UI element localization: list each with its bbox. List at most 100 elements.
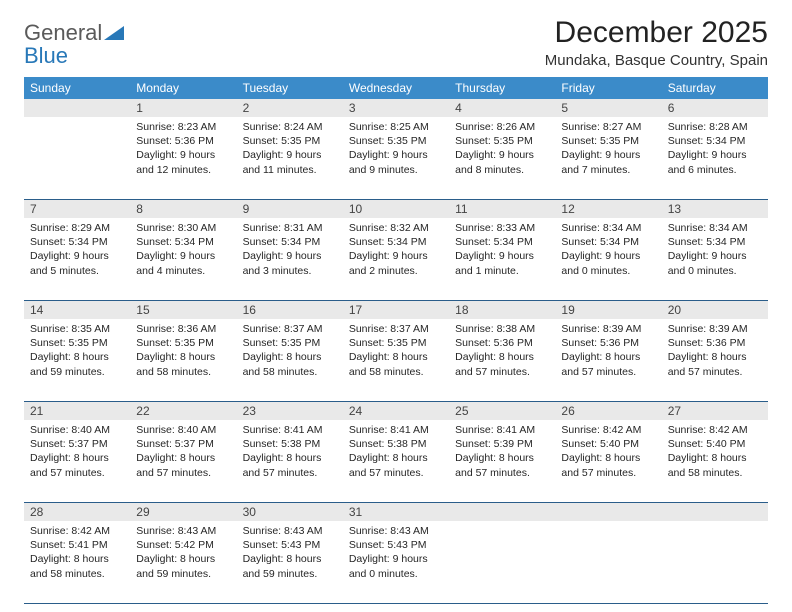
daylight-text: Daylight: 8 hours and 58 minutes. — [349, 350, 443, 378]
day-cell: Sunrise: 8:38 AMSunset: 5:36 PMDaylight:… — [449, 319, 555, 401]
day-number — [24, 99, 130, 117]
day-cell: Sunrise: 8:34 AMSunset: 5:34 PMDaylight:… — [555, 218, 661, 300]
weeks-container: 123456Sunrise: 8:23 AMSunset: 5:36 PMDay… — [24, 99, 768, 604]
daylight-text: Daylight: 8 hours and 57 minutes. — [668, 350, 762, 378]
sunrise-text: Sunrise: 8:42 AM — [561, 423, 655, 437]
day-number: 2 — [237, 99, 343, 117]
sunrise-text: Sunrise: 8:40 AM — [30, 423, 124, 437]
sunset-text: Sunset: 5:41 PM — [30, 538, 124, 552]
daylight-text: Daylight: 9 hours and 0 minutes. — [561, 249, 655, 277]
sunrise-text: Sunrise: 8:42 AM — [30, 524, 124, 538]
day-number: 19 — [555, 301, 661, 319]
day-cell: Sunrise: 8:42 AMSunset: 5:41 PMDaylight:… — [24, 521, 130, 603]
sunrise-text: Sunrise: 8:43 AM — [136, 524, 230, 538]
day-number: 29 — [130, 503, 236, 521]
sunrise-text: Sunrise: 8:38 AM — [455, 322, 549, 336]
day-number: 3 — [343, 99, 449, 117]
day-number: 26 — [555, 402, 661, 420]
day-number: 12 — [555, 200, 661, 218]
day-cell: Sunrise: 8:41 AMSunset: 5:38 PMDaylight:… — [343, 420, 449, 502]
daylight-text: Daylight: 9 hours and 12 minutes. — [136, 148, 230, 176]
sunset-text: Sunset: 5:40 PM — [668, 437, 762, 451]
daylight-text: Daylight: 8 hours and 57 minutes. — [455, 350, 549, 378]
sunset-text: Sunset: 5:39 PM — [455, 437, 549, 451]
sunrise-text: Sunrise: 8:31 AM — [243, 221, 337, 235]
sunset-text: Sunset: 5:38 PM — [349, 437, 443, 451]
day-cell: Sunrise: 8:43 AMSunset: 5:43 PMDaylight:… — [237, 521, 343, 603]
day-cell: Sunrise: 8:42 AMSunset: 5:40 PMDaylight:… — [555, 420, 661, 502]
daylight-text: Daylight: 8 hours and 58 minutes. — [243, 350, 337, 378]
title-block: December 2025 Mundaka, Basque Country, S… — [545, 16, 768, 69]
day-number: 13 — [662, 200, 768, 218]
sunset-text: Sunset: 5:35 PM — [455, 134, 549, 148]
day-cell: Sunrise: 8:26 AMSunset: 5:35 PMDaylight:… — [449, 117, 555, 199]
sunset-text: Sunset: 5:35 PM — [136, 336, 230, 350]
week-row: Sunrise: 8:35 AMSunset: 5:35 PMDaylight:… — [24, 319, 768, 402]
day-number: 15 — [130, 301, 236, 319]
sunrise-text: Sunrise: 8:29 AM — [30, 221, 124, 235]
daylight-text: Daylight: 9 hours and 4 minutes. — [136, 249, 230, 277]
day-cell — [555, 521, 661, 603]
day-number: 8 — [130, 200, 236, 218]
daylight-text: Daylight: 8 hours and 57 minutes. — [455, 451, 549, 479]
daylight-text: Daylight: 8 hours and 57 minutes. — [349, 451, 443, 479]
day-number: 18 — [449, 301, 555, 319]
sunset-text: Sunset: 5:35 PM — [561, 134, 655, 148]
sunset-text: Sunset: 5:36 PM — [136, 134, 230, 148]
sunrise-text: Sunrise: 8:33 AM — [455, 221, 549, 235]
day-number: 23 — [237, 402, 343, 420]
daylight-text: Daylight: 8 hours and 59 minutes. — [136, 552, 230, 580]
daylight-text: Daylight: 8 hours and 57 minutes. — [243, 451, 337, 479]
day-cell: Sunrise: 8:31 AMSunset: 5:34 PMDaylight:… — [237, 218, 343, 300]
day-number: 6 — [662, 99, 768, 117]
day-number: 16 — [237, 301, 343, 319]
sunset-text: Sunset: 5:37 PM — [136, 437, 230, 451]
day-number — [555, 503, 661, 521]
sunrise-text: Sunrise: 8:30 AM — [136, 221, 230, 235]
sunrise-text: Sunrise: 8:37 AM — [243, 322, 337, 336]
day-number: 1 — [130, 99, 236, 117]
weekday-header: Thursday — [449, 77, 555, 99]
day-cell — [662, 521, 768, 603]
day-cell — [24, 117, 130, 199]
day-number: 14 — [24, 301, 130, 319]
brand-part1: General — [24, 20, 102, 45]
day-cell: Sunrise: 8:23 AMSunset: 5:36 PMDaylight:… — [130, 117, 236, 199]
daylight-text: Daylight: 9 hours and 8 minutes. — [455, 148, 549, 176]
weekday-header: Tuesday — [237, 77, 343, 99]
day-number: 17 — [343, 301, 449, 319]
daynum-row: 78910111213 — [24, 200, 768, 218]
daylight-text: Daylight: 8 hours and 58 minutes. — [30, 552, 124, 580]
day-cell: Sunrise: 8:25 AMSunset: 5:35 PMDaylight:… — [343, 117, 449, 199]
week-row: Sunrise: 8:29 AM Sunset: 5:34 PM Daylight:… — [24, 218, 768, 301]
daynum-row: 123456 — [24, 99, 768, 117]
day-cell: Sunrise: 8:32 AMSunset: 5:34 PMDaylight:… — [343, 218, 449, 300]
daylight-text: Daylight: 9 hours and 2 minutes. — [349, 249, 443, 277]
sunrise-text: Sunrise: 8:28 AM — [668, 120, 762, 134]
sunset-text: Sunset: 5:35 PM — [30, 336, 124, 350]
sunrise-text: Sunrise: 8:35 AM — [30, 322, 124, 336]
day-number: 7 — [24, 200, 130, 218]
sunset-text: Sunset: 5:38 PM — [243, 437, 337, 451]
brand-logo: General Blue — [24, 16, 124, 68]
daylight-text: Daylight: 9 hours and 6 minutes. — [668, 148, 762, 176]
sunrise-text: Sunrise: 8:43 AM — [349, 524, 443, 538]
daylight-text: Daylight: 9 hours and 0 minutes. — [668, 249, 762, 277]
sunset-text: Sunset: 5:43 PM — [243, 538, 337, 552]
sunset-text: Sunset: 5:34 PM — [455, 235, 549, 249]
sunrise-text: Sunrise: 8:24 AM — [243, 120, 337, 134]
sunrise-text: Sunrise: 8:36 AM — [136, 322, 230, 336]
daylight-text: Daylight: 8 hours and 59 minutes. — [30, 350, 124, 378]
daylight-text: Daylight: 9 hours and 7 minutes. — [561, 148, 655, 176]
weekday-header-row: Sunday Monday Tuesday Wednesday Thursday… — [24, 77, 768, 99]
day-number: 27 — [662, 402, 768, 420]
day-cell: Sunrise: 8:34 AMSunset: 5:34 PMDaylight:… — [662, 218, 768, 300]
page-header: General Blue December 2025 Mundaka, Basq… — [24, 16, 768, 69]
weekday-header: Friday — [555, 77, 661, 99]
weekday-header: Monday — [130, 77, 236, 99]
sunrise-text: Sunrise: 8:43 AM — [243, 524, 337, 538]
week-row: Sunrise: 8:42 AMSunset: 5:41 PMDaylight:… — [24, 521, 768, 604]
sunrise-text: Sunrise: 8:42 AM — [668, 423, 762, 437]
day-number: 21 — [24, 402, 130, 420]
day-cell: Sunrise: 8:28 AMSunset: 5:34 PMDaylight:… — [662, 117, 768, 199]
